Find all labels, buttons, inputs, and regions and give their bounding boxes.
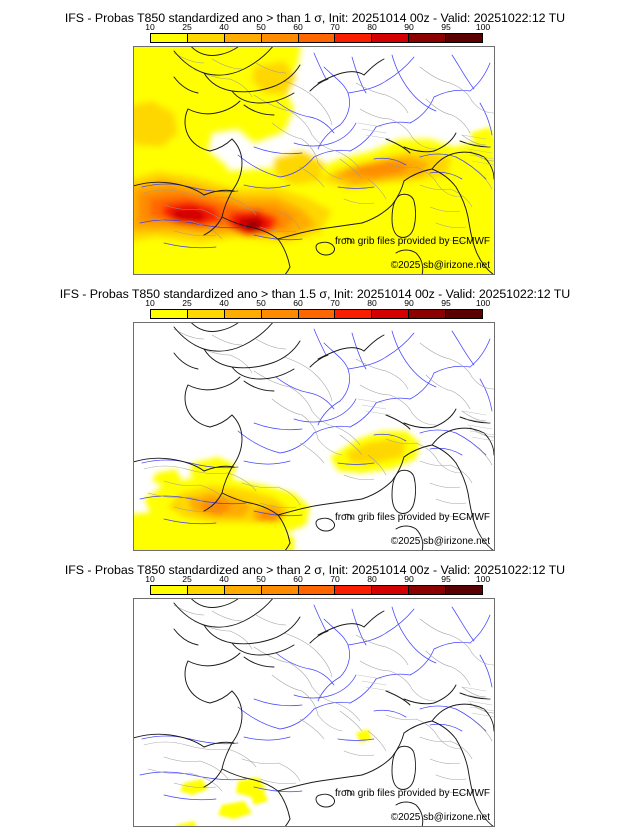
colorbar-tick-25: 25 <box>182 22 192 32</box>
colorbar-gradient-1 <box>150 33 483 43</box>
colorbar-tick-10: 10 <box>145 574 155 584</box>
colorbar-segment-90-95 <box>409 310 447 318</box>
colorbar-segment-50-60 <box>261 34 299 42</box>
colorbar-segment-40-50 <box>224 586 262 594</box>
map-canvas-3[interactable]: from grib files provided by ECMWF ©2025 … <box>133 598 495 827</box>
attribution-source-3: from grib files provided by ECMWF <box>334 788 490 799</box>
forecast-panel-3: IFS - Probas T850 standardized ano > tha… <box>0 552 630 828</box>
colorbar-segment-80-90 <box>372 34 410 42</box>
colorbar-tick-100: 100 <box>475 574 491 584</box>
colorbar-tick-10: 10 <box>145 298 155 308</box>
colorbar-tick-25: 25 <box>182 298 192 308</box>
colorbar-tick-95: 95 <box>441 298 451 308</box>
colorbar-tick-60: 60 <box>293 574 303 584</box>
colorbar-tick-70: 70 <box>330 22 340 32</box>
colorbar-tick-60: 60 <box>293 22 303 32</box>
colorbar-tick-50: 50 <box>256 22 266 32</box>
colorbar-segment-10-25 <box>151 34 188 42</box>
panel-title-1: IFS - Probas T850 standardized ano > tha… <box>64 11 566 25</box>
colorbar-ticks-3: 10 25 40 50 60 70 80 90 95 100 <box>145 574 490 585</box>
colorbar-segment-10-25 <box>151 310 188 318</box>
colorbar-tick-100: 100 <box>475 298 491 308</box>
colorbar-tick-40: 40 <box>219 22 229 32</box>
colorbar-tick-40: 40 <box>219 298 229 308</box>
colorbar-tick-90: 90 <box>404 298 414 308</box>
colorbar-tick-70: 70 <box>330 574 340 584</box>
colorbar-segment-70-80 <box>335 34 373 42</box>
colorbar-tick-40: 40 <box>219 574 229 584</box>
colorbar-segment-80-90 <box>372 586 410 594</box>
colorbar-2: 10 25 40 50 60 70 80 90 95 100 <box>145 298 490 320</box>
forecast-panel-1: IFS - Probas T850 standardized ano > tha… <box>0 0 630 276</box>
colorbar-tick-90: 90 <box>404 22 414 32</box>
forecast-panel-2: IFS - Probas T850 standardized ano > tha… <box>0 276 630 552</box>
colorbar-segment-50-60 <box>261 310 299 318</box>
attribution-copyright-3: ©2025 sb@irizone.net <box>390 812 490 823</box>
colorbar-segment-10-25 <box>151 586 188 594</box>
colorbar-ticks-1: 10 25 40 50 60 70 80 90 95 100 <box>145 22 490 33</box>
attribution-source-2: from grib files provided by ECMWF <box>334 512 490 523</box>
colorbar-tick-50: 50 <box>256 574 266 584</box>
colorbar-gradient-2 <box>150 309 483 319</box>
panel-title-3: IFS - Probas T850 standardized ano > tha… <box>64 563 566 577</box>
colorbar-segment-95-100 <box>446 34 483 42</box>
map-canvas-2[interactable]: from grib files provided by ECMWF ©2025 … <box>133 322 495 551</box>
colorbar-tick-50: 50 <box>256 298 266 308</box>
colorbar-tick-95: 95 <box>441 22 451 32</box>
attribution-source-1: from grib files provided by ECMWF <box>334 236 490 247</box>
colorbar-gradient-3 <box>150 585 483 595</box>
colorbar-tick-90: 90 <box>404 574 414 584</box>
colorbar-tick-80: 80 <box>367 22 377 32</box>
colorbar-tick-25: 25 <box>182 574 192 584</box>
panel-title-2: IFS - Probas T850 standardized ano > tha… <box>59 287 571 301</box>
colorbar-1: 10 25 40 50 60 70 80 90 95 100 <box>145 22 490 44</box>
colorbar-tick-80: 80 <box>367 298 377 308</box>
colorbar-tick-80: 80 <box>367 574 377 584</box>
colorbar-segment-25-40 <box>187 34 225 42</box>
colorbar-3: 10 25 40 50 60 70 80 90 95 100 <box>145 574 490 596</box>
colorbar-tick-100: 100 <box>475 22 491 32</box>
colorbar-segment-60-70 <box>298 34 336 42</box>
colorbar-segment-90-95 <box>409 586 447 594</box>
colorbar-segment-80-90 <box>372 310 410 318</box>
colorbar-segment-95-100 <box>446 586 483 594</box>
colorbar-segment-60-70 <box>298 586 336 594</box>
colorbar-segment-50-60 <box>261 586 299 594</box>
colorbar-segment-95-100 <box>446 310 483 318</box>
colorbar-tick-70: 70 <box>330 298 340 308</box>
map-canvas-1[interactable]: from grib files provided by ECMWF ©2025 … <box>133 46 495 275</box>
colorbar-tick-60: 60 <box>293 298 303 308</box>
colorbar-tick-10: 10 <box>145 22 155 32</box>
colorbar-segment-60-70 <box>298 310 336 318</box>
colorbar-segment-90-95 <box>409 34 447 42</box>
colorbar-segment-40-50 <box>224 34 262 42</box>
colorbar-ticks-2: 10 25 40 50 60 70 80 90 95 100 <box>145 298 490 309</box>
attribution-copyright-2: ©2025 sb@irizone.net <box>390 536 490 547</box>
colorbar-segment-70-80 <box>335 586 373 594</box>
colorbar-segment-25-40 <box>187 586 225 594</box>
attribution-copyright-1: ©2025 sb@irizone.net <box>390 260 490 271</box>
colorbar-segment-40-50 <box>224 310 262 318</box>
colorbar-segment-25-40 <box>187 310 225 318</box>
colorbar-segment-70-80 <box>335 310 373 318</box>
colorbar-tick-95: 95 <box>441 574 451 584</box>
